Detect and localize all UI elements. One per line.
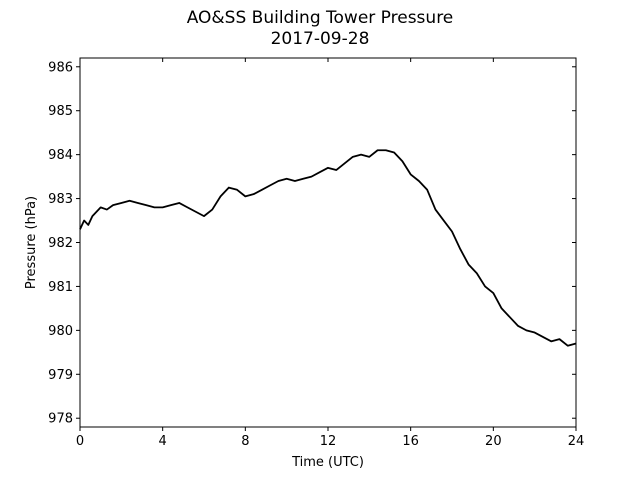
x-tick-label: 24 bbox=[568, 434, 585, 449]
y-tick-label: 980 bbox=[48, 324, 73, 339]
x-tick-label: 16 bbox=[402, 434, 419, 449]
y-tick-label: 984 bbox=[48, 148, 73, 163]
x-tick-label: 20 bbox=[485, 434, 502, 449]
chart-subtitle: 2017-09-28 bbox=[270, 29, 370, 49]
y-axis-label: Pressure (hPa) bbox=[24, 196, 39, 289]
y-tick-label: 983 bbox=[48, 192, 73, 207]
x-axis-label: Time (UTC) bbox=[291, 455, 364, 470]
y-tick-label: 982 bbox=[48, 236, 73, 251]
y-tick-label: 985 bbox=[48, 104, 73, 119]
chart-title: AO&SS Building Tower Pressure bbox=[186, 8, 454, 28]
plot-area-frame bbox=[79, 57, 577, 428]
y-tick-label: 986 bbox=[48, 60, 73, 75]
y-tick-label: 981 bbox=[48, 280, 73, 295]
y-tick-label: 978 bbox=[48, 412, 73, 427]
pressure-series-line bbox=[79, 149, 577, 347]
x-tick-label: 0 bbox=[76, 434, 84, 449]
x-tick-label: 8 bbox=[241, 434, 249, 449]
axis-ticks: 0 4 8 12 16 20 24 978 979 980 981 982 983 984 985 986 bbox=[48, 58, 584, 449]
y-tick-label: 979 bbox=[48, 368, 73, 383]
x-tick-label: 4 bbox=[159, 434, 167, 449]
x-tick-label: 12 bbox=[320, 434, 337, 449]
